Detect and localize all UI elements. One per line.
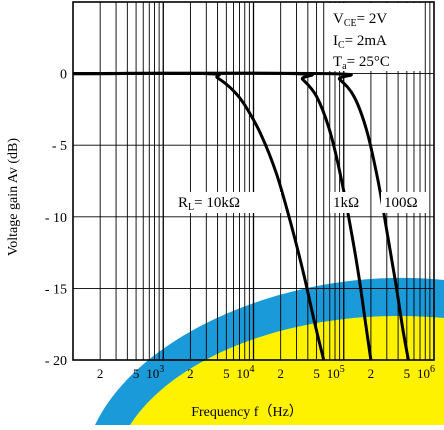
y-tick-labels: 0 - 5 - 10 - 15 - 20 (45, 68, 67, 369)
x-axis-label: Frequency f（Hz） (191, 404, 303, 420)
x-tick-label: 5 (133, 366, 140, 381)
x-tick-label: 5 (223, 366, 230, 381)
x-tick-label: 2 (187, 366, 194, 381)
x-tick-label: 106 (417, 364, 435, 381)
series-label-bg (175, 192, 281, 213)
y-axis-label: Voltage gain Av (dB) (6, 138, 21, 256)
y-tick-label: - 20 (45, 354, 67, 369)
series-label-bg (330, 192, 366, 213)
series-labels: RL= 10kΩ 1kΩ 100Ω (175, 192, 427, 213)
x-tick-labels: 2 5 103 2 5 104 2 5 105 2 5 106 (97, 364, 435, 381)
x-tick-label: 2 (368, 366, 375, 381)
series-label-1: 1kΩ (333, 195, 359, 211)
x-tick-label: 5 (404, 366, 411, 381)
condition-ta: Ta= 25°C (333, 54, 390, 72)
series-label-0: RL= 10kΩ (178, 195, 240, 213)
x-tick-label: 2 (277, 366, 284, 381)
x-tick-label: 5 (313, 366, 320, 381)
condition-ic: IC= 2mA (333, 33, 387, 51)
x-tick-label: 103 (146, 364, 164, 381)
condition-vce: VCE= 2V (333, 11, 387, 29)
series-layer (72, 71, 410, 361)
series-label-2: 100Ω (384, 195, 418, 211)
plot-frame (72, 1, 435, 361)
y-tick-label: - 15 (45, 282, 67, 297)
series-line-2 (72, 71, 410, 361)
watermark-yellow-arc (130, 315, 444, 425)
x-tick-label: 105 (327, 364, 345, 381)
x-tick-label: 104 (237, 364, 255, 381)
y-tick-label: - 5 (52, 139, 67, 154)
conditions-box: VCE= 2V IC= 2mA Ta= 25°C (329, 3, 423, 72)
x-tick-label: 2 (97, 366, 104, 381)
series-label-bg (381, 192, 427, 213)
conditions-box-bg (329, 3, 423, 71)
watermark (95, 277, 444, 425)
y-tick-label: - 10 (45, 211, 67, 226)
y-tick-label: 0 (60, 68, 67, 83)
